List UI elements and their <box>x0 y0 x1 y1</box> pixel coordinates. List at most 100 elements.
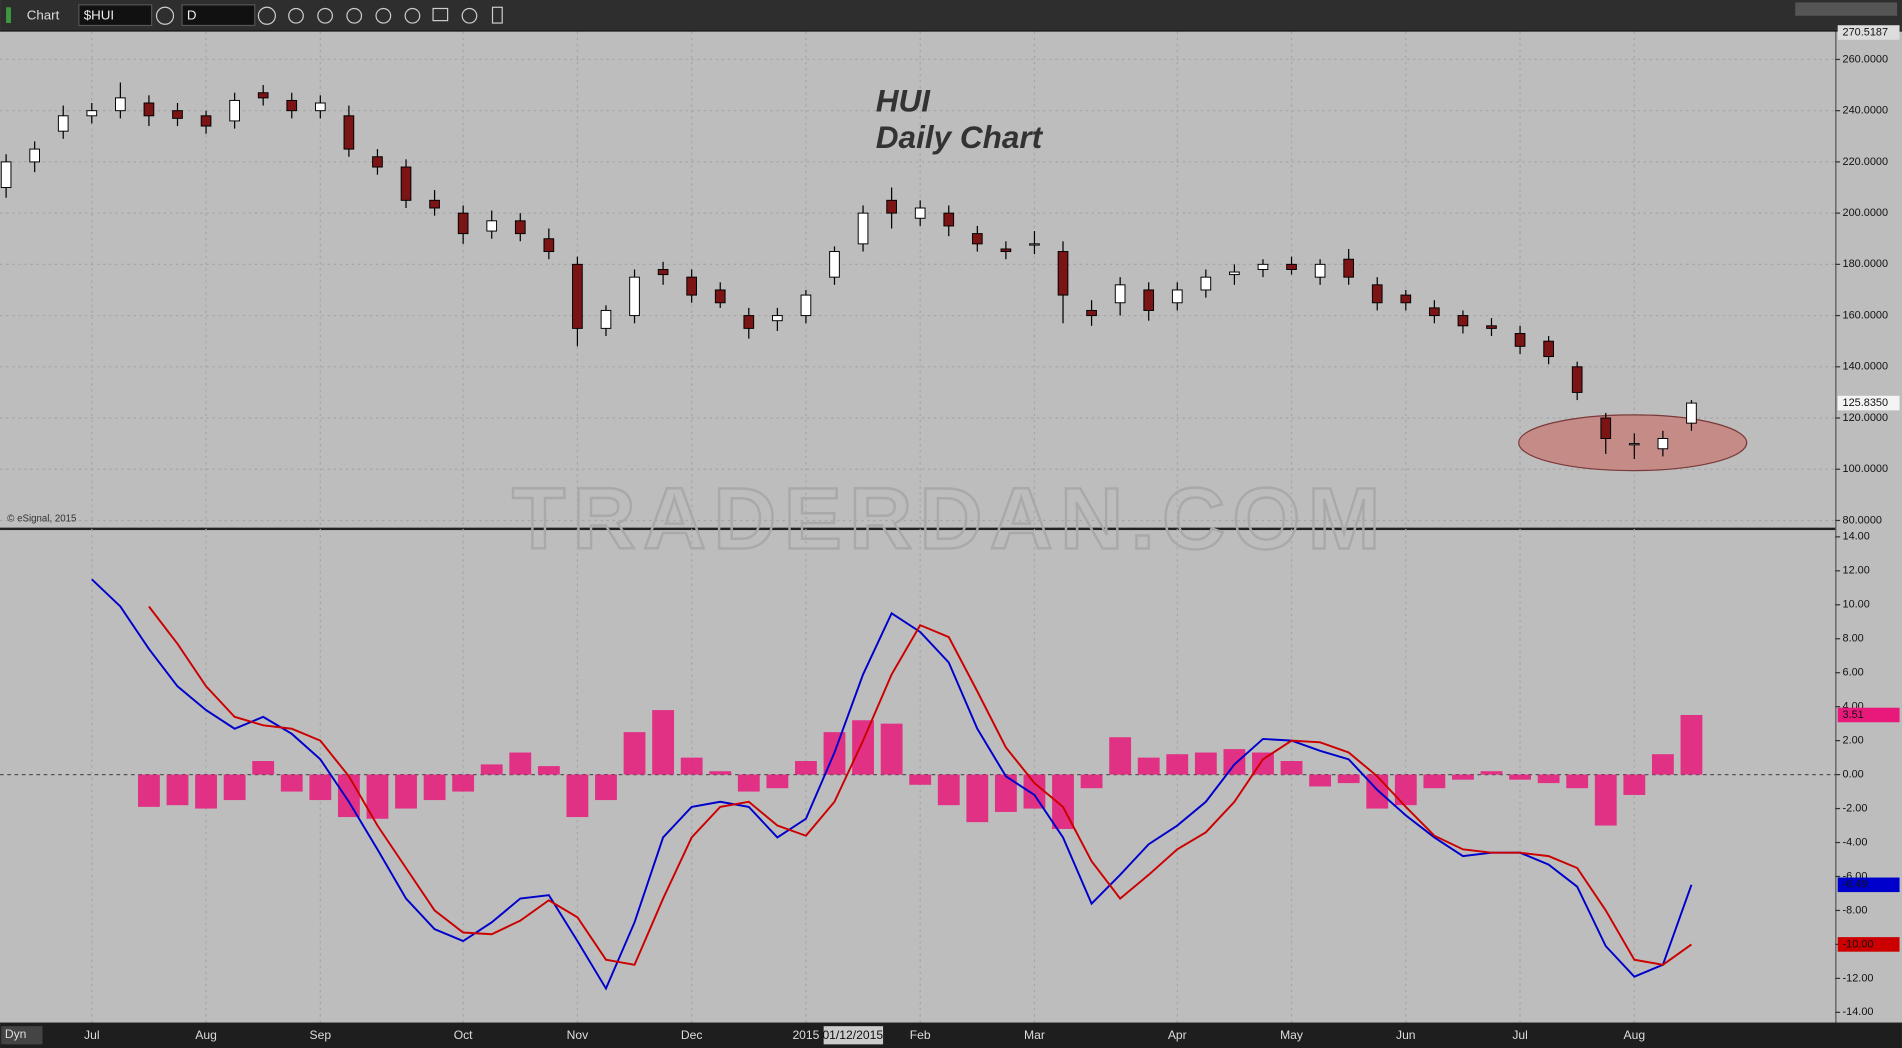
value-box <box>1837 707 1900 723</box>
clock-icon[interactable] <box>257 6 276 25</box>
histogram-bar <box>680 757 703 775</box>
y-tick-label: 140.0000 <box>1843 361 1889 373</box>
candle-body <box>1171 289 1183 304</box>
facebook-icon[interactable] <box>491 6 503 24</box>
x-tick-label: Oct <box>454 1028 473 1042</box>
chart-subtitle: Daily Chart <box>876 119 1044 155</box>
symbol-input[interactable] <box>78 4 153 27</box>
toolbar <box>0 0 1902 31</box>
candle-body <box>714 289 726 304</box>
link-icon[interactable] <box>404 7 421 24</box>
histogram-bar <box>452 774 475 792</box>
draw-icon[interactable] <box>288 7 304 24</box>
y-tick-label: 160.0000 <box>1843 309 1889 321</box>
histogram-bar <box>1394 774 1417 806</box>
histogram-bar <box>537 766 560 775</box>
y-tick-label: 80.0000 <box>1843 514 1882 526</box>
y-tick-label: 220.0000 <box>1843 156 1889 168</box>
candle-body <box>1029 243 1040 246</box>
window-title: Chart <box>27 7 60 22</box>
candle-body <box>1057 251 1069 296</box>
candle-body <box>686 276 698 296</box>
y-tick-label: -4.00 <box>1843 836 1868 848</box>
window-buttons[interactable] <box>1795 2 1898 16</box>
x-tick-label: Dec <box>681 1028 703 1042</box>
candle-body <box>514 220 526 235</box>
histogram-bar <box>1452 774 1474 780</box>
candle-body <box>0 161 12 188</box>
histogram-bar <box>1566 774 1589 789</box>
histogram-bar <box>1651 754 1674 775</box>
candle-body <box>1600 417 1612 439</box>
y-tick-label: 12.00 <box>1843 565 1870 577</box>
value-box-label: 3.51 <box>1843 709 1864 721</box>
candle-body <box>115 97 126 112</box>
candle-body <box>743 315 755 329</box>
y-tick-label: 0.00 <box>1843 768 1864 780</box>
chart-icon <box>6 7 11 24</box>
x-tick-label: Jun <box>1396 1028 1416 1042</box>
candle-body <box>943 212 955 227</box>
histogram-bar <box>1537 774 1560 784</box>
y-tick-label: 2.00 <box>1843 735 1864 747</box>
value-box <box>1837 395 1900 411</box>
y-tick-label: 240.0000 <box>1843 105 1889 117</box>
histogram-bar <box>1423 774 1446 789</box>
histogram-bar <box>1137 757 1160 775</box>
tool-icon[interactable] <box>375 7 392 24</box>
x-tick-label: Jul <box>1512 1028 1527 1042</box>
y-tick-label: 14.00 <box>1843 531 1870 543</box>
candle-body <box>600 309 612 329</box>
histogram-bar <box>1023 774 1046 809</box>
histogram-bar <box>795 761 817 775</box>
histogram-bar <box>280 774 303 792</box>
x-tick-label: Aug <box>1624 1028 1646 1042</box>
candle-body <box>1200 276 1212 291</box>
comment-icon[interactable] <box>432 7 449 22</box>
candle-body <box>1114 284 1126 304</box>
axis-border <box>1835 31 1837 1023</box>
candle-body <box>29 148 41 163</box>
value-box-label: -10.00 <box>1843 938 1874 950</box>
refresh-icon[interactable] <box>317 7 333 24</box>
histogram-bar <box>1680 714 1703 775</box>
candle-body <box>1486 325 1497 329</box>
play-icon[interactable] <box>346 7 363 24</box>
x-tick-label: Apr <box>1168 1028 1187 1042</box>
y-tick-label: -8.00 <box>1843 904 1868 916</box>
candle-body <box>1429 307 1440 317</box>
source: © eSignal, 2015 <box>7 514 76 525</box>
candle-body <box>1257 263 1269 270</box>
histogram-bar <box>395 774 417 809</box>
histogram-bar <box>652 710 675 775</box>
histogram-bar <box>1366 774 1389 809</box>
x-tick-label: Feb <box>910 1028 931 1042</box>
histogram-bar <box>937 774 960 806</box>
histogram-bar <box>737 774 760 792</box>
candle-body <box>1686 402 1697 424</box>
x-tick-label: Sep <box>310 1028 332 1042</box>
candle-body <box>1457 315 1469 327</box>
histogram-bar <box>1223 749 1246 775</box>
value-box-label: -6.49 <box>1843 879 1868 891</box>
chart-title: HUI <box>876 82 932 118</box>
candle-body <box>314 102 326 112</box>
histogram-bar <box>623 732 646 775</box>
interval-input[interactable] <box>181 4 256 27</box>
watermark: TRADERDAN.COM <box>512 469 1388 567</box>
twitter-icon[interactable] <box>461 7 478 24</box>
settings-icon[interactable] <box>155 6 175 25</box>
y-tick-label: 8.00 <box>1843 633 1864 645</box>
y-tick-label: 180.0000 <box>1843 258 1889 270</box>
candle-body <box>372 156 383 168</box>
candle-body <box>86 110 98 117</box>
histogram-bar <box>1194 752 1217 775</box>
histogram-bar <box>337 774 360 818</box>
histogram-bar <box>1309 774 1332 787</box>
candle-body <box>629 276 640 317</box>
histogram-bar <box>1080 774 1103 789</box>
y-tick-label: -14.00 <box>1843 1006 1874 1018</box>
cursor-date-box <box>823 1026 884 1045</box>
